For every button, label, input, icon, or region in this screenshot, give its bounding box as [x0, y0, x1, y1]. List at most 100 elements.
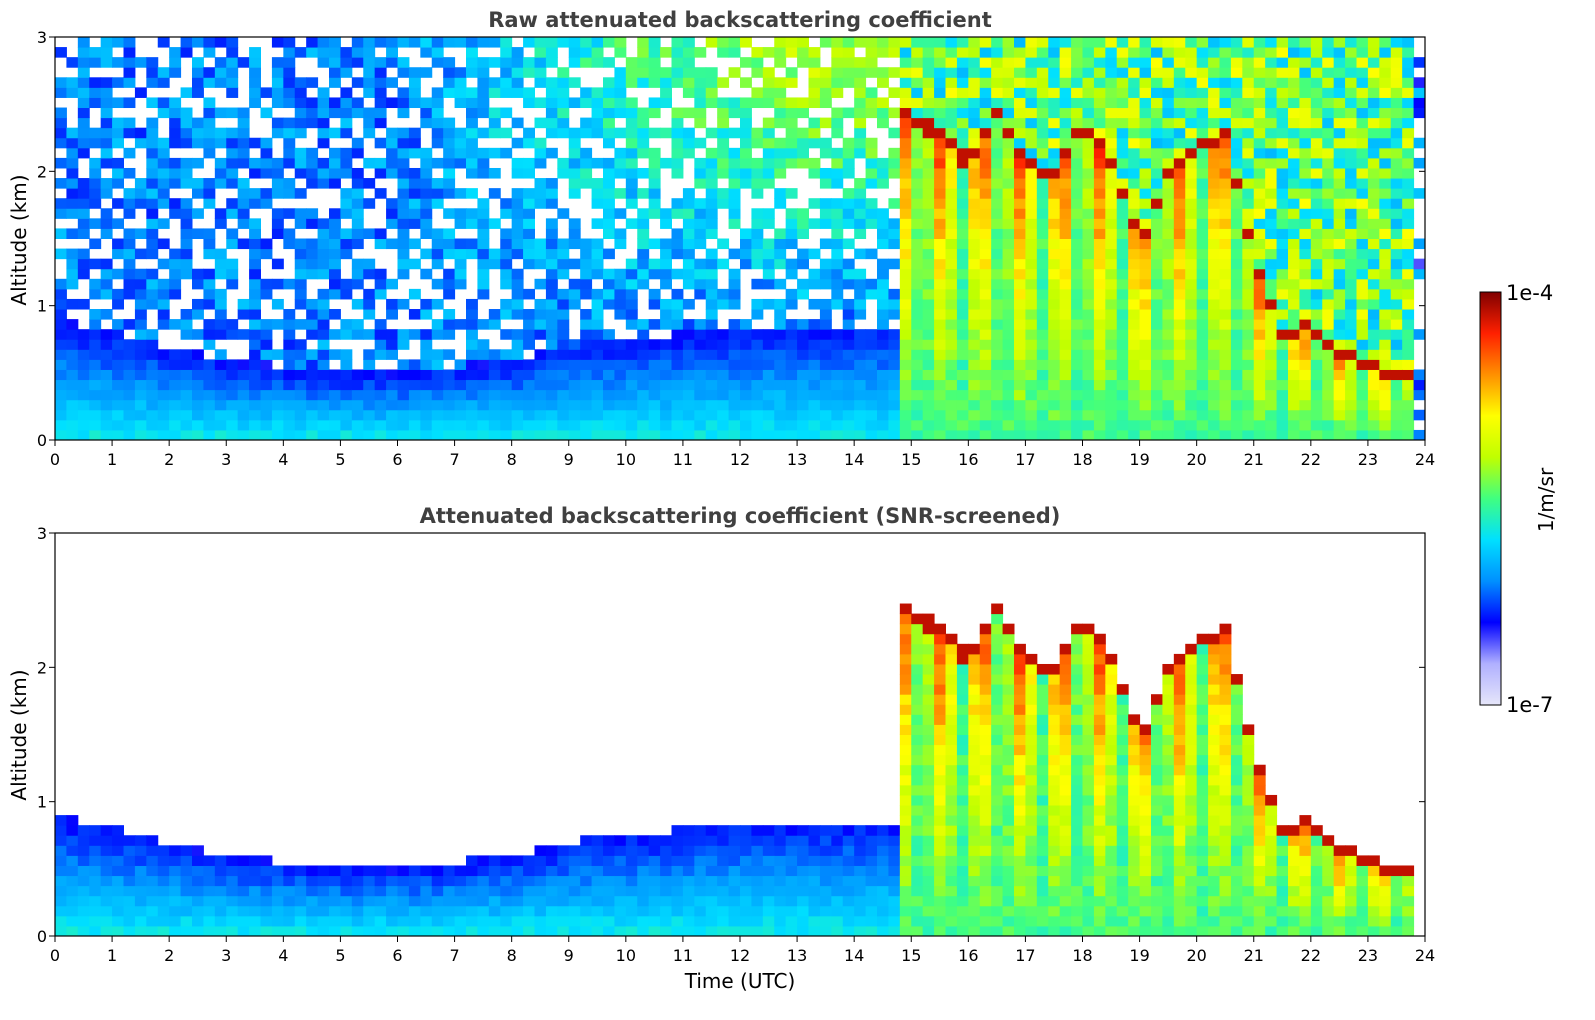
- heatmap-cell: [911, 379, 924, 391]
- heatmap-cell: [1356, 87, 1369, 98]
- heatmap-cell: [466, 895, 478, 907]
- heatmap-cell: [1196, 379, 1209, 391]
- heatmap-cell: [922, 137, 935, 149]
- heatmap-cell: [660, 419, 672, 431]
- heatmap-cell: [1379, 208, 1392, 219]
- heatmap-cell: [1367, 278, 1380, 290]
- heatmap-cell: [785, 37, 798, 48]
- heatmap-cell: [854, 349, 867, 360]
- heatmap-cell: [374, 107, 387, 119]
- heatmap-cell: [808, 369, 821, 381]
- heatmap-cell: [306, 238, 319, 250]
- heatmap-cell: [1356, 208, 1369, 219]
- heatmap-cell: [922, 754, 935, 766]
- heatmap-cell: [911, 359, 924, 370]
- heatmap-cell: [557, 127, 570, 139]
- heatmap-cell: [922, 228, 935, 239]
- heatmap-cell: [934, 674, 946, 685]
- heatmap-cell: [557, 268, 570, 280]
- heatmap-cell: [386, 218, 398, 229]
- heatmap-cell: [888, 835, 901, 846]
- heatmap-cell: [249, 895, 261, 907]
- heatmap-cell: [1253, 409, 1266, 421]
- heatmap-cell: [728, 67, 741, 78]
- heatmap-cell: [614, 309, 627, 320]
- heatmap-cell: [431, 117, 444, 129]
- heatmap-cell: [1128, 198, 1141, 209]
- heatmap-cell: [922, 147, 935, 159]
- heatmap-cell: [660, 349, 672, 360]
- heatmap-cell: [1002, 167, 1015, 179]
- heatmap-cell: [203, 37, 216, 48]
- heatmap-cell: [454, 268, 467, 280]
- heatmap-cell: [1322, 97, 1335, 109]
- heatmap-cell: [1025, 37, 1038, 48]
- heatmap-cell: [1242, 178, 1255, 189]
- heatmap-cell: [1288, 339, 1300, 350]
- heatmap-cell: [123, 349, 136, 360]
- heatmap-cell: [112, 268, 124, 280]
- heatmap-cell: [865, 855, 878, 866]
- heatmap-cell: [157, 218, 170, 229]
- heatmap-cell: [1402, 298, 1415, 310]
- heatmap-cell: [831, 178, 844, 189]
- x-tick-label: 21: [1244, 450, 1264, 469]
- heatmap-cell: [557, 288, 570, 300]
- heatmap-cell: [1185, 329, 1198, 340]
- heatmap-cell: [648, 147, 661, 159]
- heatmap-cell: [1367, 97, 1380, 109]
- heatmap-cell: [123, 429, 136, 441]
- heatmap-cell: [1230, 419, 1243, 431]
- heatmap-cell: [865, 147, 878, 159]
- heatmap-cell: [1402, 399, 1415, 411]
- heatmap-cell: [1059, 47, 1072, 58]
- heatmap-cell: [351, 167, 364, 179]
- heatmap-cell: [1128, 87, 1141, 98]
- x-tick-label: 17: [1015, 450, 1035, 469]
- heatmap-cell: [911, 724, 924, 735]
- heatmap-cell: [751, 855, 764, 866]
- heatmap-cell: [911, 37, 924, 48]
- heatmap-cell: [306, 37, 319, 48]
- heatmap-cell: [785, 835, 798, 846]
- heatmap-cell: [408, 865, 421, 877]
- heatmap-cell: [625, 399, 638, 411]
- heatmap-cell: [682, 208, 695, 219]
- heatmap-cell: [682, 127, 695, 139]
- heatmap-cell: [523, 875, 535, 887]
- heatmap-cell: [1402, 339, 1415, 350]
- heatmap-cell: [922, 855, 935, 866]
- heatmap-cell: [226, 419, 239, 431]
- heatmap-cell: [819, 379, 832, 391]
- heatmap-cell: [523, 429, 535, 441]
- heatmap-cell: [534, 258, 547, 270]
- heatmap-cell: [1322, 419, 1335, 431]
- heatmap-cell: [911, 178, 924, 189]
- heatmap-cell: [1036, 268, 1049, 280]
- heatmap-cell: [1333, 238, 1346, 250]
- heatmap-cell: [694, 359, 707, 370]
- heatmap-cell: [785, 157, 798, 169]
- heatmap-cell: [374, 319, 387, 330]
- heatmap-cell: [466, 905, 478, 917]
- heatmap-cell: [1059, 228, 1072, 239]
- heatmap-cell: [968, 288, 981, 300]
- heatmap-cell: [614, 915, 627, 927]
- heatmap-cell: [1402, 198, 1415, 209]
- heatmap-cell: [1333, 319, 1346, 330]
- heatmap-cell: [1093, 309, 1106, 320]
- heatmap-cell: [888, 37, 901, 48]
- heatmap-cell: [1345, 258, 1357, 270]
- heatmap-cell: [968, 67, 981, 78]
- heatmap-cell: [123, 885, 136, 897]
- heatmap-cell: [545, 895, 558, 907]
- heatmap-cell: [717, 198, 730, 209]
- heatmap-cell: [591, 865, 604, 877]
- heatmap-cell: [740, 37, 752, 48]
- heatmap-cell: [77, 37, 90, 48]
- heatmap-cell: [945, 228, 958, 239]
- heatmap-cell: [797, 865, 809, 877]
- heatmap-cell: [614, 77, 627, 88]
- heatmap-cell: [568, 298, 581, 310]
- heatmap-cell: [979, 137, 992, 149]
